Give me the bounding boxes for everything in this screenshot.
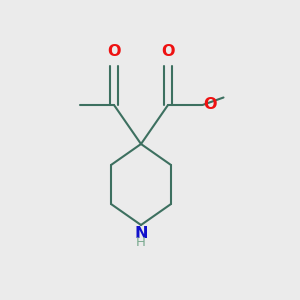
Text: N: N (134, 226, 148, 242)
Text: O: O (203, 97, 217, 112)
Text: O: O (161, 44, 175, 59)
Text: H: H (136, 236, 146, 249)
Text: O: O (107, 44, 121, 59)
